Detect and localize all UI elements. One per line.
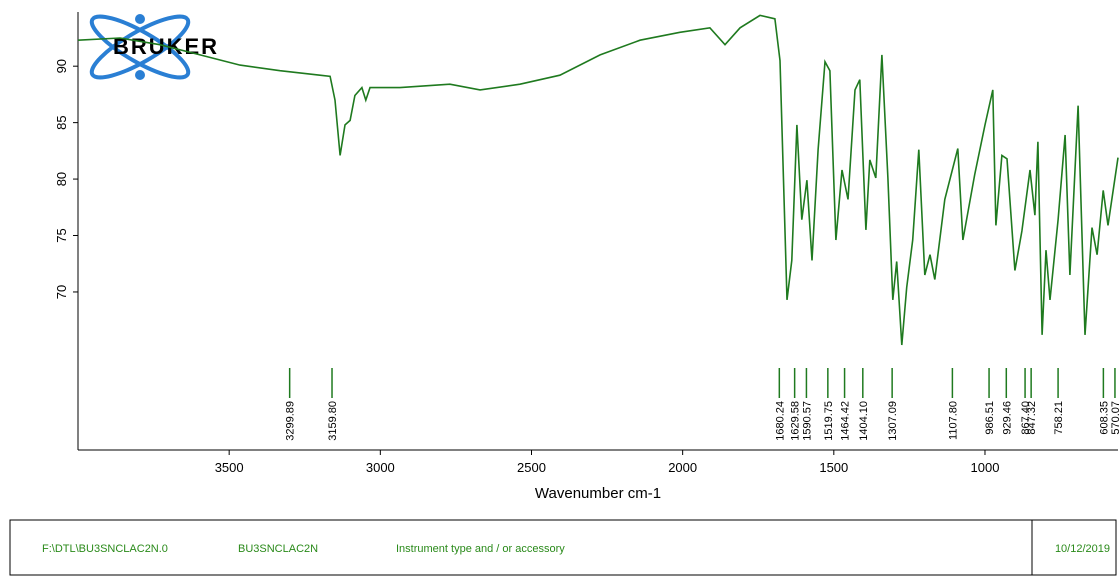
peak-label: 1464.42 bbox=[840, 401, 852, 441]
footer-box bbox=[9, 519, 1117, 576]
peak-label: 758.21 bbox=[1053, 401, 1065, 435]
peak-label: 1307.09 bbox=[887, 401, 899, 441]
x-tick-label: 3500 bbox=[215, 460, 244, 475]
spectrum-line bbox=[77, 14, 1119, 346]
logo-orbit bbox=[89, 14, 191, 80]
peak-label: 1519.75 bbox=[823, 401, 835, 441]
logo-dot bbox=[135, 70, 145, 80]
logo: BRUKER bbox=[89, 14, 217, 80]
peak-label: 3299.89 bbox=[285, 401, 297, 441]
y-tick-label: 75 bbox=[54, 228, 69, 242]
peak-label: 867.40 bbox=[1020, 401, 1032, 435]
peak-label: 847.32 bbox=[1026, 401, 1038, 435]
peak-label: 570.07 bbox=[1110, 401, 1120, 435]
x-tick-label: 3000 bbox=[366, 460, 395, 475]
footer-sample: BU3SNCLAC2N bbox=[238, 543, 318, 555]
peak-label: 929.46 bbox=[1001, 401, 1013, 435]
x-tick-label: 2000 bbox=[668, 460, 697, 475]
peak-label: 1629.58 bbox=[790, 401, 802, 441]
peak-label: 1107.80 bbox=[947, 401, 959, 440]
peak-label: 3159.80 bbox=[327, 401, 339, 441]
y-tick-label: 80 bbox=[54, 172, 69, 186]
y-tick-label: 85 bbox=[54, 115, 69, 129]
footer-instrument: Instrument type and / or accessory bbox=[396, 543, 565, 555]
x-tick-label: 2500 bbox=[517, 460, 546, 475]
y-tick-label: 90 bbox=[54, 59, 69, 73]
peak-label: 1590.57 bbox=[801, 401, 813, 441]
footer-path: F:\DTL\BU3SNCLAC2N.0 bbox=[42, 543, 168, 555]
logo-dot bbox=[135, 14, 145, 24]
y-tick-label: 70 bbox=[54, 285, 69, 299]
peak-label: 1680.24 bbox=[774, 401, 786, 441]
peak-label: 986.51 bbox=[984, 401, 996, 435]
peak-label: 608.35 bbox=[1098, 401, 1110, 435]
x-tick-label: 1000 bbox=[971, 460, 1000, 475]
x-tick-label: 1500 bbox=[819, 460, 848, 475]
peak-label: 1404.10 bbox=[858, 401, 870, 441]
footer-date: 10/12/2019 bbox=[1055, 543, 1110, 555]
logo-orbit bbox=[89, 14, 191, 80]
x-axis-label: Wavenumber cm-1 bbox=[535, 485, 661, 502]
